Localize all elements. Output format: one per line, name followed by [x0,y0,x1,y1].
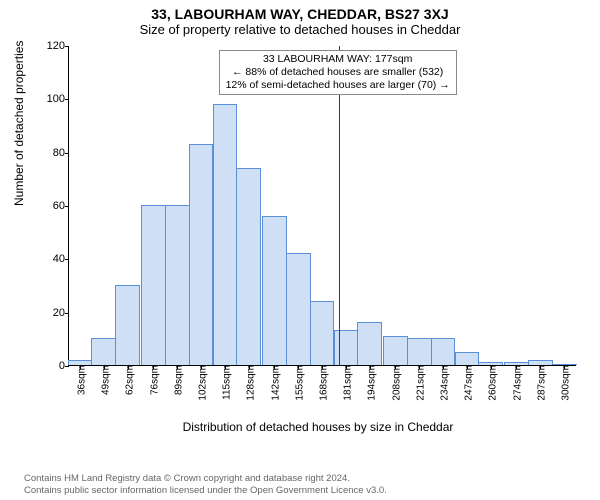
x-tick-label: 221sqm [412,365,427,401]
x-tick-label: 234sqm [436,365,451,401]
x-tick-label: 102sqm [194,365,209,401]
x-tick-label: 115sqm [217,365,232,400]
annotation-line: 12% of semi-detached houses are larger (… [226,79,450,92]
x-tick-label: 300sqm [557,365,572,401]
annotation-line: ← 88% of detached houses are smaller (53… [226,66,450,79]
x-tick-label: 36sqm [73,365,88,395]
histogram-bar [189,144,214,365]
x-tick-label: 260sqm [483,365,498,401]
x-tick-label: 142sqm [267,365,282,401]
x-tick-label: 274sqm [509,365,524,401]
credit-line: Contains public sector information licen… [24,485,387,496]
credit-text: Contains HM Land Registry data © Crown c… [24,473,387,496]
y-tick-mark [65,313,69,314]
page-title: 33, LABOURHAM WAY, CHEDDAR, BS27 3XJ [0,0,600,22]
y-tick-mark [65,366,69,367]
annotation-box: 33 LABOURHAM WAY: 177sqm← 88% of detache… [219,50,457,95]
y-tick-mark [65,206,69,207]
x-tick-label: 247sqm [459,365,474,401]
annotation-line: 33 LABOURHAM WAY: 177sqm [226,53,450,66]
chart-area: Number of detached properties 0204060801… [48,46,588,416]
histogram-bar [213,104,238,365]
x-tick-label: 168sqm [315,365,330,401]
histogram-bar [310,301,335,365]
x-tick-label: 76sqm [146,365,161,395]
x-axis-label: Distribution of detached houses by size … [48,420,588,434]
histogram-bar [431,338,456,365]
x-tick-label: 287sqm [533,365,548,401]
credit-line: Contains HM Land Registry data © Crown c… [24,473,387,484]
histogram-bar [286,253,311,365]
y-tick-mark [65,259,69,260]
histogram-bar [91,338,116,365]
histogram-bar [165,205,190,365]
chart-subtitle: Size of property relative to detached ho… [0,22,600,39]
y-axis-label: Number of detached properties [12,41,26,206]
histogram-bar [115,285,140,365]
x-tick-label: 181sqm [338,365,353,401]
y-tick-mark [65,99,69,100]
x-tick-label: 89sqm [170,365,185,395]
y-tick-mark [65,46,69,47]
y-tick-mark [65,153,69,154]
plot-region: 02040608010012036sqm49sqm62sqm76sqm89sqm… [68,46,576,366]
histogram-bar [334,330,359,365]
x-tick-label: 62sqm [120,365,135,395]
x-tick-label: 208sqm [388,365,403,401]
x-tick-label: 49sqm [96,365,111,395]
histogram-bar [407,338,432,365]
x-tick-label: 194sqm [362,365,377,401]
histogram-bar [236,168,261,365]
histogram-bar [141,205,166,365]
x-tick-label: 155sqm [291,365,306,401]
x-tick-label: 128sqm [241,365,256,401]
histogram-bar [455,352,480,365]
histogram-bar [262,216,287,365]
histogram-bar [383,336,408,365]
histogram-bar [357,322,382,365]
